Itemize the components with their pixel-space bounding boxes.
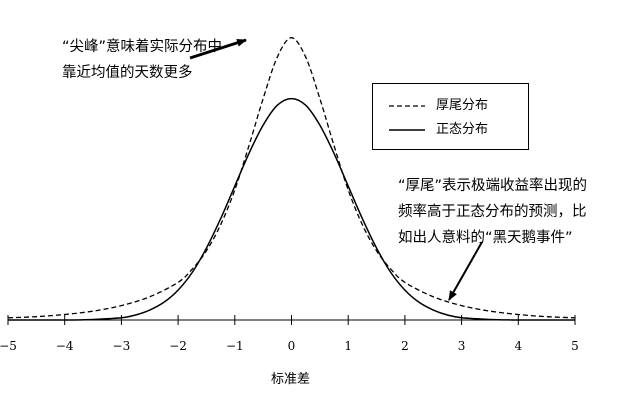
x-tick-label: −3 [113, 339, 131, 353]
x-tick-label: −1 [226, 339, 244, 353]
fat-tail-curve [7, 37, 576, 319]
legend: 厚尾分布 正态分布 [372, 83, 529, 150]
x-tick-label: 3 [458, 339, 466, 353]
x-tick-label: 2 [401, 339, 409, 353]
curves [7, 37, 576, 321]
legend-label-normal: 正态分布 [436, 122, 489, 137]
tail-annotation-line-3: 如出人意料的“黑天鹅事件” [398, 230, 573, 246]
x-tick-label: 4 [514, 339, 522, 353]
x-axis-label: 标准差 [271, 372, 311, 387]
peak-annotation-line-2: 靠近均值的天数更多 [62, 65, 193, 81]
x-tick-label: 1 [344, 339, 352, 353]
peak-annotation: “尖峰”意味着实际分布中 靠近均值的天数更多 [62, 34, 222, 86]
tail-annotation-line-1: “厚尾”表示极端收益率出现的 [398, 178, 588, 194]
x-tick-label: 5 [571, 339, 579, 353]
legend-item-fat-tail: 厚尾分布 [373, 96, 528, 116]
tail-annotation-line-2: 频率高于正态分布的预测，比 [398, 204, 587, 220]
normal-curve [7, 97, 575, 321]
peak-annotation-arrow [189, 38, 247, 60]
peak-annotation-line-1: “尖峰”意味着实际分布中 [62, 39, 223, 55]
legend-solid-swatch [389, 129, 425, 131]
tail-annotation: “厚尾”表示极端收益率出现的 频率高于正态分布的预测，比 如出人意料的“黑天鹅事… [398, 173, 588, 251]
x-tick-label: −5 [0, 339, 17, 353]
x-tick-label: 0 [288, 339, 296, 353]
legend-item-normal: 正态分布 [373, 120, 528, 140]
legend-label-fat-tail: 厚尾分布 [436, 98, 489, 113]
tail-annotation-arrow [448, 241, 483, 301]
x-tick-label: −2 [169, 339, 187, 353]
x-tick-label: −4 [56, 339, 74, 353]
x-axis: −5 −4 −3 −2 −1 0 1 2 3 4 5 [0, 315, 579, 353]
legend-dashed-swatch [389, 105, 425, 107]
